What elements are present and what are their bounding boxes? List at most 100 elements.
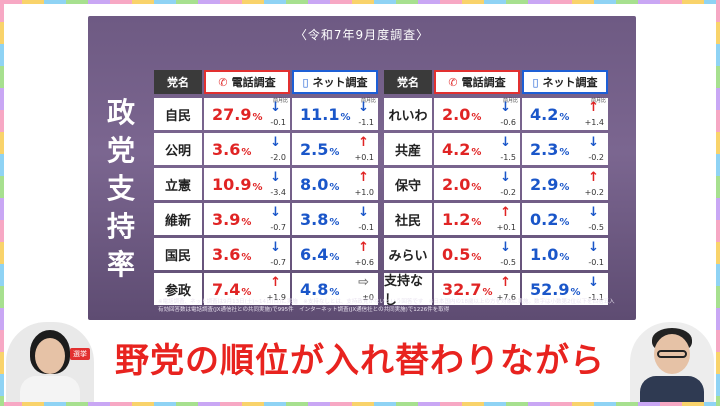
rainbow-frame-bottom [0,402,720,406]
net-value-cell: 前月比 11.1% ↓ -1.1 [292,98,378,130]
percent-unit: % [252,112,263,123]
percent-unit: % [559,147,570,158]
net-number: 0.2 [530,210,559,229]
header-phone-label: 電話調査 [461,76,506,89]
party-name: 国民 [154,238,202,270]
phone-value-cell: 2.0% ↓ -0.2 [434,168,520,200]
percent-unit: % [471,112,482,123]
party-name: 社民 [384,203,432,235]
net-percentage: 1.0% [530,245,569,264]
side-title-char: 支 [106,172,135,205]
phone-percentage: 3.6% [212,140,251,159]
net-number: 4.8 [300,280,329,299]
header-party: 党名 [154,70,202,94]
party-name: 保守 [384,168,432,200]
arrow-down-icon: ↓ [270,135,281,150]
arrow-down-icon: ↓ [588,275,599,290]
table-row: 保守 2.0% ↓ -0.2 2.9% ↑ +0.2 [384,168,610,200]
net-number: 2.3 [530,140,559,159]
net-delta: +0.2 [584,188,604,197]
arrow-flat-icon: ⇨ [358,275,369,290]
percent-unit: % [329,287,340,298]
smartphone-icon: ▯ [532,75,539,89]
poll-table-left: 党名 ✆ 電話調査 ▯ ネット調査 自民 前月比 27.9% ↓ -0.1 前月比 11.1% ↓ -1.… [154,70,380,308]
election-badge: 選挙 [70,348,90,360]
percent-unit: % [471,252,482,263]
phone-percentage: 4.2% [442,140,481,159]
party-name: 公明 [154,133,202,165]
side-title-char: 率 [106,248,135,281]
net-percentage: 3.8% [300,210,339,229]
table-row: 参政 7.4% ↑ +1.9 4.8% ⇨ ±0 [154,273,380,305]
phone-delta: -2.0 [270,153,286,162]
net-number: 3.8 [300,210,329,229]
percent-unit: % [471,217,482,228]
phone-percentage: 27.9% [212,105,263,124]
party-name: 自民 [154,98,202,130]
arrow-up-icon: ↑ [358,240,369,255]
arrow-down-icon: ↓ [588,135,599,150]
phone-delta: -0.1 [270,118,286,127]
percent-unit: % [329,182,340,193]
net-percentage: 2.5% [300,140,339,159]
phone-percentage: 3.9% [212,210,251,229]
table-row: 維新 3.9% ↓ -0.7 3.8% ↓ -0.1 [154,203,380,235]
net-number: 52.9 [530,280,570,299]
table-row: 公明 3.6% ↓ -2.0 2.5% ↑ +0.1 [154,133,380,165]
arrow-down-icon: ↓ [270,170,281,185]
presenter-body [20,376,80,402]
percent-unit: % [471,182,482,193]
phone-value-cell: 3.9% ↓ -0.7 [204,203,290,235]
table-row: れいわ 前月比 2.0% ↓ -0.6 前月比 4.2% ↑ +1.4 [384,98,610,130]
phone-value-cell: 4.2% ↓ -1.5 [434,133,520,165]
table-row: 国民 3.6% ↓ -0.7 6.4% ↑ +0.6 [154,238,380,270]
percent-unit: % [329,252,340,263]
percent-unit: % [559,217,570,228]
arrow-down-icon: ↓ [358,100,369,115]
presenter-right-avatar [630,322,714,402]
net-value-cell: 6.4% ↑ +0.6 [292,238,378,270]
net-delta: -0.5 [588,223,604,232]
prev-month-label: 前月比 [360,98,376,104]
arrow-down-icon: ↓ [588,205,599,220]
header-net: ▯ ネット調査 [292,70,378,94]
phone-percentage: 3.6% [212,245,251,264]
percent-unit: % [329,147,340,158]
phone-delta: +7.6 [496,293,516,302]
net-percentage: 52.9% [530,280,581,299]
glasses-icon [657,350,687,358]
percent-unit: % [559,112,570,123]
phone-percentage: 32.7% [442,280,493,299]
net-percentage: 0.2% [530,210,569,229]
table-row: 支持なし 32.7% ↑ +7.6 52.9% ↓ -1.1 [384,273,610,308]
side-title: 政 党 支 持 率 [104,94,138,284]
net-number: 2.5 [300,140,329,159]
prev-month-label: 前月比 [590,98,606,104]
net-value-cell: 2.9% ↑ +0.2 [522,168,608,200]
phone-value-cell: 1.2% ↑ +0.1 [434,203,520,235]
phone-delta: +0.1 [496,223,516,232]
smartphone-icon: ▯ [302,75,309,89]
phone-percentage: 1.2% [442,210,481,229]
net-percentage: 8.0% [300,175,339,194]
rainbow-frame-right [716,0,720,406]
phone-delta: -3.4 [270,188,286,197]
phone-value-cell: 10.9% ↓ -3.4 [204,168,290,200]
phone-number: 2.0 [442,105,471,124]
header-phone-label: 電話調査 [231,76,276,89]
phone-value-cell: 前月比 27.9% ↓ -0.1 [204,98,290,130]
phone-number: 0.5 [442,245,471,264]
net-value-cell: 52.9% ↓ -1.1 [522,273,608,305]
phone-number: 7.4 [212,280,241,299]
phone-icon: ✆ [218,75,228,89]
side-title-char: 党 [106,134,135,167]
net-percentage: 2.9% [530,175,569,194]
caption-banner: 野党の順位が入れ替わりながら [106,328,614,386]
phone-value-cell: 前月比 2.0% ↓ -0.6 [434,98,520,130]
percent-unit: % [241,217,252,228]
phone-delta: -0.7 [270,258,286,267]
phone-number: 2.0 [442,175,471,194]
net-delta: ±0 [362,293,374,302]
phone-percentage: 2.0% [442,105,481,124]
net-delta: -0.1 [588,258,604,267]
